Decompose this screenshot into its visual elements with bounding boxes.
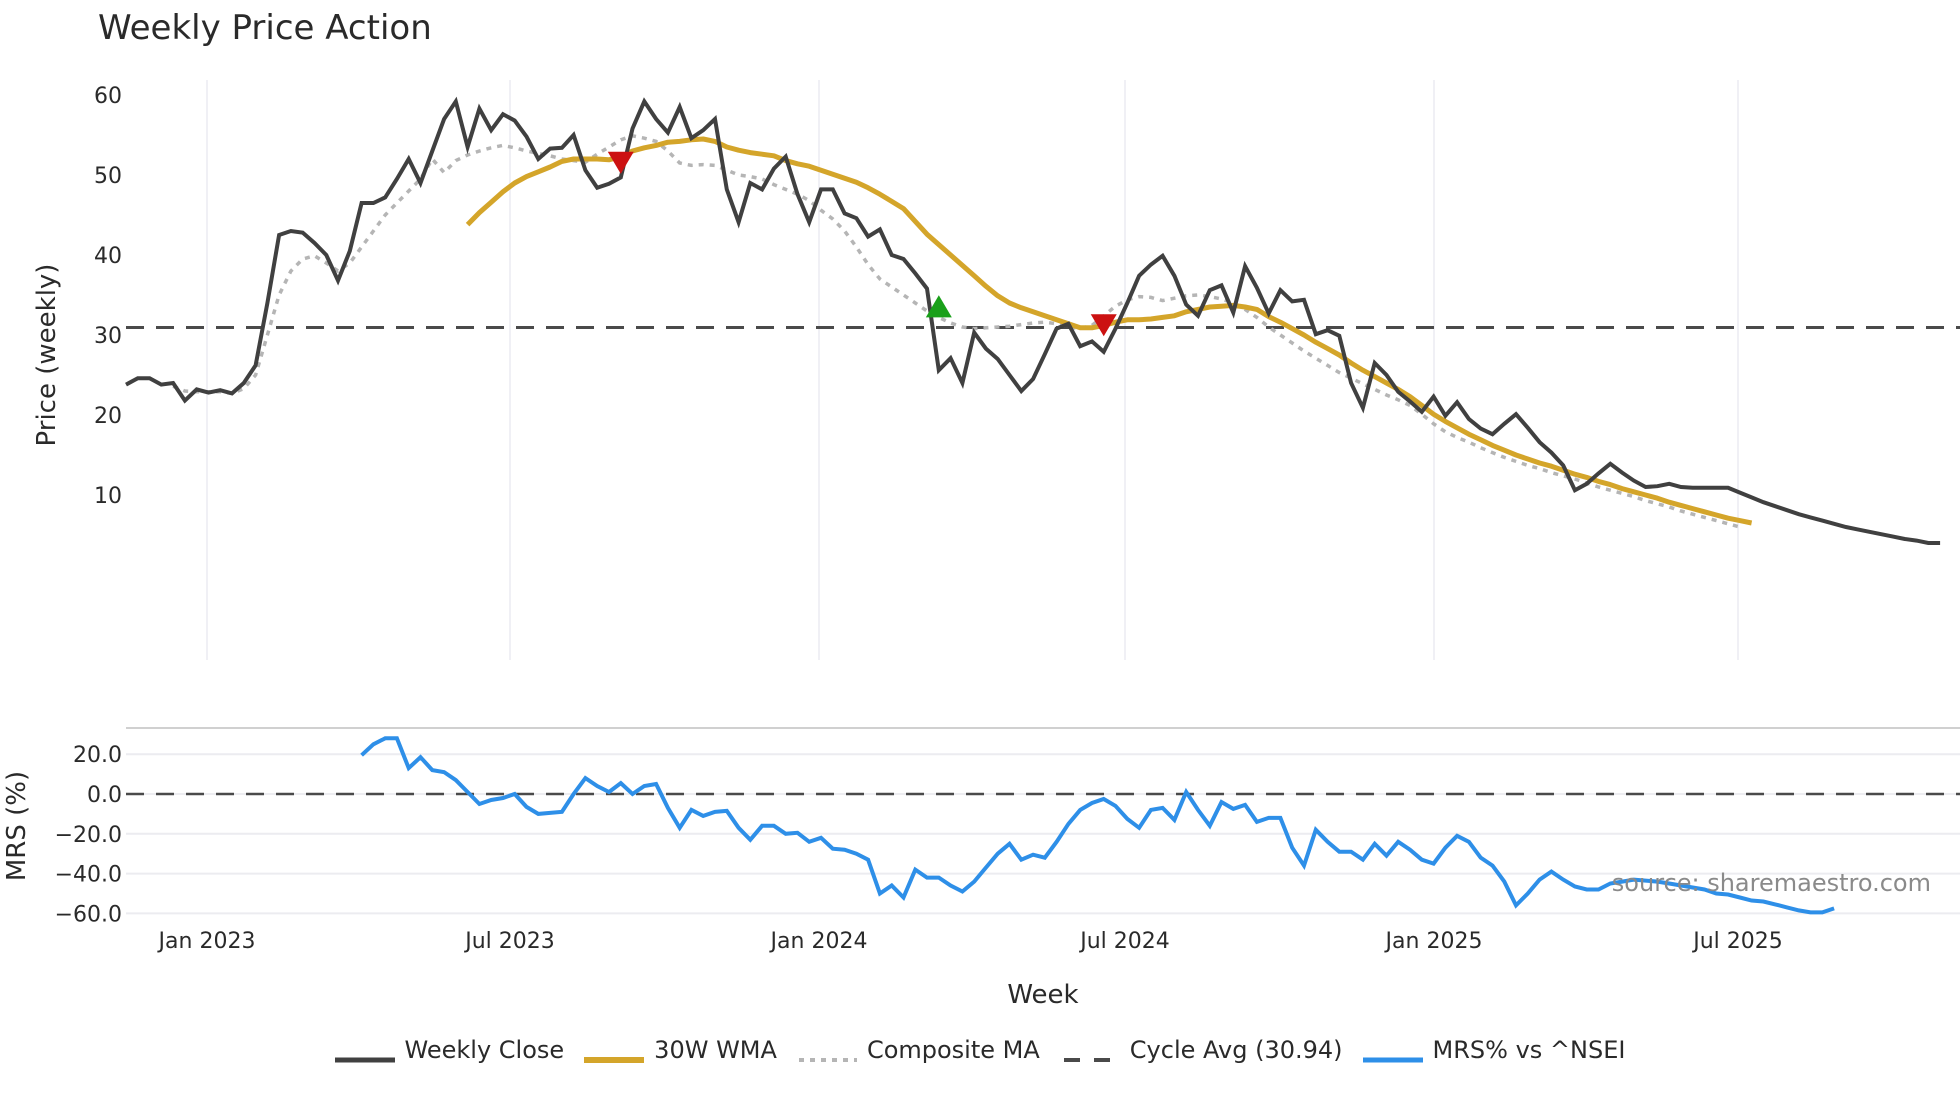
weekly-close-line <box>125 96 1941 545</box>
price-tick-label: 20 <box>94 404 122 429</box>
mrs-tick-label: −20.0 <box>55 823 122 848</box>
mrs-tick-label: −60.0 <box>55 902 122 927</box>
legend-label: Cycle Avg (30.94) <box>1129 1036 1343 1064</box>
chart-canvas: 60 50 40 30 20 10 20.0 0.0 −20.0 −40.0 −60.0 Jan … <box>2 80 1960 1010</box>
mrs-y-axis-title: MRS (%) <box>2 771 32 881</box>
x-axis-title: Week <box>1007 980 1078 1010</box>
legend-item-composite-ma[interactable]: Composite MA <box>797 1036 1040 1064</box>
mrs-tick-label: −40.0 <box>55 863 122 888</box>
x-tick-label: Jul 2023 <box>463 929 555 954</box>
buy-signal-triangle-up-icon <box>925 295 952 318</box>
composite-ma-line <box>172 133 1741 529</box>
legend-label: MRS% vs ^NSEI <box>1432 1036 1626 1064</box>
x-tick-label: Jan 2025 <box>1384 929 1483 954</box>
price-tick-label: 10 <box>94 484 122 509</box>
wma-30w-line <box>465 136 1753 526</box>
mrs-y-ticks: 20.0 0.0 −20.0 −40.0 −60.0 <box>55 743 122 927</box>
mrs-line <box>360 736 1835 915</box>
source-watermark: source: sharemaestro.com <box>1612 869 1931 897</box>
legend-swatch-solid-gold <box>584 1044 645 1063</box>
x-tick-label: Jul 2024 <box>1078 929 1170 954</box>
legend-item-weekly-close[interactable]: Weekly Close <box>334 1036 565 1064</box>
legend-swatch-solid-blue <box>1362 1044 1423 1063</box>
x-tick-label: Jan 2024 <box>769 929 868 954</box>
legend-item-30w-wma[interactable]: 30W WMA <box>584 1036 777 1064</box>
price-tick-label: 30 <box>94 324 122 349</box>
sell-signal-triangle-down-icon <box>1090 314 1117 337</box>
price-y-axis-title: Price (weekly) <box>32 264 62 447</box>
legend-label: 30W WMA <box>654 1036 777 1064</box>
legend-swatch-dashed-dark <box>1060 1044 1120 1062</box>
price-tick-label: 60 <box>94 84 122 109</box>
mrs-tick-label: 20.0 <box>73 743 122 768</box>
price-tick-label: 50 <box>94 164 122 189</box>
legend-label: Composite MA <box>866 1036 1040 1064</box>
vertical-gridlines <box>206 80 1739 660</box>
legend-swatch-solid-dark <box>334 1044 395 1063</box>
legend-label: Weekly Close <box>404 1036 565 1064</box>
chart-title: Weekly Price Action <box>98 8 432 48</box>
price-tick-label: 40 <box>94 244 122 269</box>
x-tick-label: Jan 2023 <box>157 929 256 954</box>
chart-legend: Weekly Close 30W WMA Composite MA Cycle … <box>0 1036 1960 1064</box>
mrs-tick-label: 0.0 <box>87 783 122 808</box>
legend-swatch-dotted-gray <box>797 1044 857 1062</box>
legend-item-mrs[interactable]: MRS% vs ^NSEI <box>1362 1036 1626 1064</box>
signal-markers <box>607 151 1117 337</box>
x-axis-ticks: Jan 2023 Jul 2023 Jan 2024 Jul 2024 Jan 2025… <box>157 929 1783 954</box>
sell-signal-triangle-down-icon <box>607 151 634 174</box>
x-tick-label: Jul 2025 <box>1691 929 1783 954</box>
legend-item-cycle-avg[interactable]: Cycle Avg (30.94) <box>1060 1036 1343 1064</box>
price-y-ticks: 60 50 40 30 20 10 <box>94 84 122 509</box>
